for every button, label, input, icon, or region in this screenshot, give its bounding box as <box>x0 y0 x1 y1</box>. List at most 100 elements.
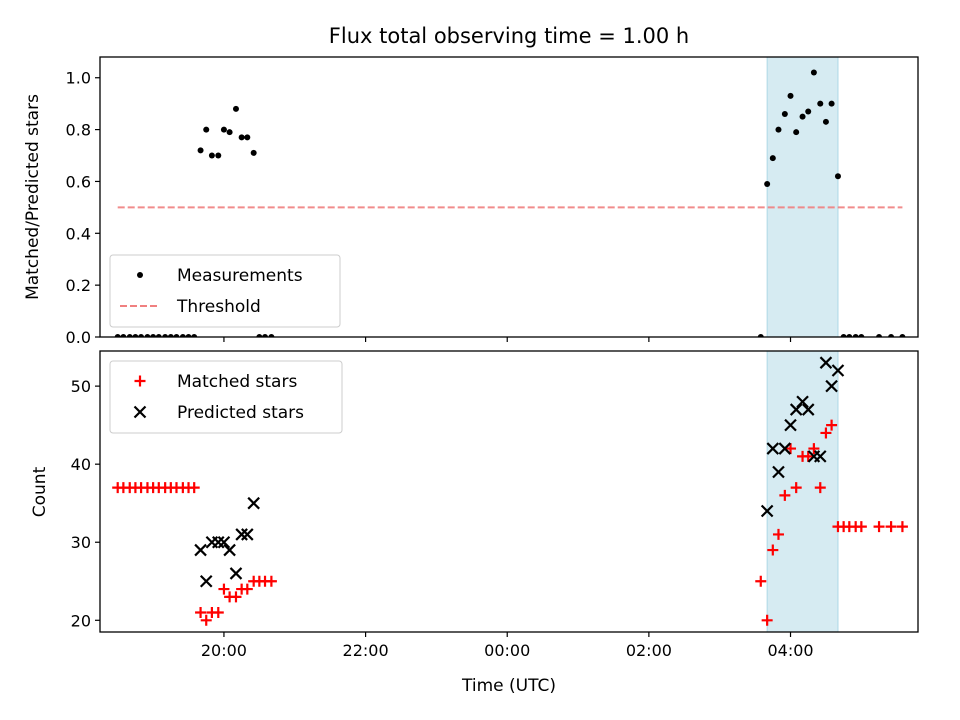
bottom-plus-point-32 <box>785 443 797 455</box>
top-dot-point-24 <box>256 334 263 337</box>
top-dot-point-17 <box>215 152 222 159</box>
bottom-plus-point-31 <box>779 489 791 501</box>
top-dot-point-45 <box>876 334 883 337</box>
top-axes-frame <box>99 56 919 338</box>
bottom-x-point-20 <box>819 356 833 369</box>
bottom-y-tick-label-3: 50 <box>71 377 91 396</box>
bottom-x-point-13 <box>778 442 792 455</box>
bottom-x-point-10 <box>760 504 774 518</box>
bottom-plus-point-17 <box>212 606 224 618</box>
bottom-plus-point-38 <box>820 427 832 439</box>
top-dot-point-16 <box>208 152 215 159</box>
top-dot-point-23 <box>250 149 257 156</box>
top-shaded-window <box>766 56 839 338</box>
bottom-x-point-21 <box>825 379 838 393</box>
top-dot-point-14 <box>197 147 204 154</box>
top-dot-point-30 <box>775 126 782 133</box>
bottom-x-point-17 <box>801 403 815 416</box>
top-legend-label-1: Threshold <box>176 297 261 317</box>
top-dot-point-8 <box>162 334 169 337</box>
bottom-x-point-14 <box>784 418 797 432</box>
bottom-y-tick-label-0: 20 <box>71 611 91 630</box>
bottom-legend-box <box>109 360 343 434</box>
bottom-x-point-8 <box>241 528 254 541</box>
top-dot-point-31 <box>781 111 788 118</box>
bottom-shaded-window <box>766 350 839 633</box>
top-dot-point-32 <box>787 92 794 99</box>
bottom-y-axis-label: Count <box>30 466 50 517</box>
top-legend-box <box>109 254 341 328</box>
top-dot-point-43 <box>852 334 859 337</box>
top-dot-point-13 <box>191 334 198 337</box>
bottom-plus-point-29 <box>767 544 779 556</box>
bottom-x-point-1 <box>199 574 213 588</box>
top-dot-point-3 <box>132 334 139 337</box>
bottom-plus-point-14 <box>195 606 207 618</box>
bottom-plus-point-35 <box>802 450 814 462</box>
bottom-plus-point-30 <box>772 528 784 540</box>
top-legend: Measurements Threshold <box>109 254 341 328</box>
bottom-x-point-9 <box>247 496 260 510</box>
top-dot-point-38 <box>822 118 829 125</box>
top-dot-point-22 <box>244 134 251 141</box>
flux-ratio-panel: 0.0 0.2 0.4 0.6 0.8 1.0 Measurements Threshold <box>66 56 919 347</box>
top-dot-point-25 <box>262 334 269 337</box>
top-dot-point-39 <box>828 100 835 107</box>
bottom-plus-point-37 <box>814 482 826 494</box>
bottom-plus-point-15 <box>200 614 212 626</box>
bottom-x-point-16 <box>796 395 809 409</box>
bottom-plus-point-47 <box>896 521 908 533</box>
top-dot-point-5 <box>144 334 151 337</box>
top-dot-point-40 <box>834 173 841 180</box>
top-dot-point-27 <box>757 334 764 337</box>
bottom-plus-point-33 <box>790 482 802 494</box>
top-y-tick-label-2: 0.4 <box>66 224 91 243</box>
top-dot-point-21 <box>238 134 245 141</box>
bottom-x-tick-label-4: 02:00 <box>626 641 672 660</box>
top-y-tick-label-1: 0.2 <box>66 276 91 295</box>
top-y-tick-label-4: 0.8 <box>66 121 91 140</box>
bottom-plus-point-28 <box>761 614 773 626</box>
bottom-x-point-11 <box>766 442 780 455</box>
bottom-x-point-0 <box>194 543 207 557</box>
bottom-x-point-7 <box>235 528 248 541</box>
top-legend-handle-0 <box>137 272 143 278</box>
bottom-plot-area <box>112 356 908 626</box>
bottom-plus-point-39 <box>826 419 838 431</box>
top-dot-point-6 <box>150 334 157 337</box>
bottom-x-point-3 <box>211 535 225 549</box>
top-dot-point-7 <box>155 334 162 337</box>
bottom-plus-point-13 <box>188 482 200 494</box>
bottom-plus-point-20 <box>230 591 242 603</box>
top-dot-point-42 <box>846 334 853 337</box>
bottom-x-tick-label-1: 20:00 <box>201 641 247 660</box>
bottom-plus-point-18 <box>218 583 230 595</box>
top-y-tick-label-5: 1.0 <box>66 69 91 88</box>
bottom-y-tick-label-1: 30 <box>71 533 91 552</box>
bottom-plus-point-26 <box>265 575 277 587</box>
top-dot-point-47 <box>899 334 906 337</box>
top-dot-point-41 <box>840 334 847 337</box>
bottom-axes-frame <box>99 350 919 633</box>
top-y-axis-label: Matched/Predicted stars <box>23 94 43 300</box>
top-dot-point-18 <box>220 126 227 133</box>
star-count-panel: 20:00 22:00 00:00 02:00 04:00 20 30 40 50 Matched… <box>71 350 919 660</box>
top-dot-point-19 <box>226 129 233 136</box>
chart-title: Flux total observing time = 1.00 h <box>329 24 689 48</box>
top-y-tick-label-0: 0.0 <box>66 328 91 347</box>
top-dot-point-35 <box>805 108 812 115</box>
top-dot-point-1 <box>120 334 127 337</box>
bottom-legend-label-0: Matched stars <box>177 372 297 392</box>
bottom-x-point-5 <box>223 543 236 557</box>
top-legend-label-0: Measurements <box>177 266 303 286</box>
top-dot-point-12 <box>185 334 192 337</box>
bottom-legend-handle-0 <box>134 375 146 387</box>
bottom-plus-point-44 <box>855 521 867 533</box>
top-dot-point-11 <box>179 334 186 337</box>
top-dot-point-28 <box>764 181 771 188</box>
bottom-x-point-12 <box>772 465 785 479</box>
bottom-plus-point-46 <box>885 521 897 533</box>
bottom-x-point-6 <box>229 567 243 580</box>
top-dot-point-46 <box>888 334 895 337</box>
bottom-plus-point-22 <box>241 583 253 595</box>
